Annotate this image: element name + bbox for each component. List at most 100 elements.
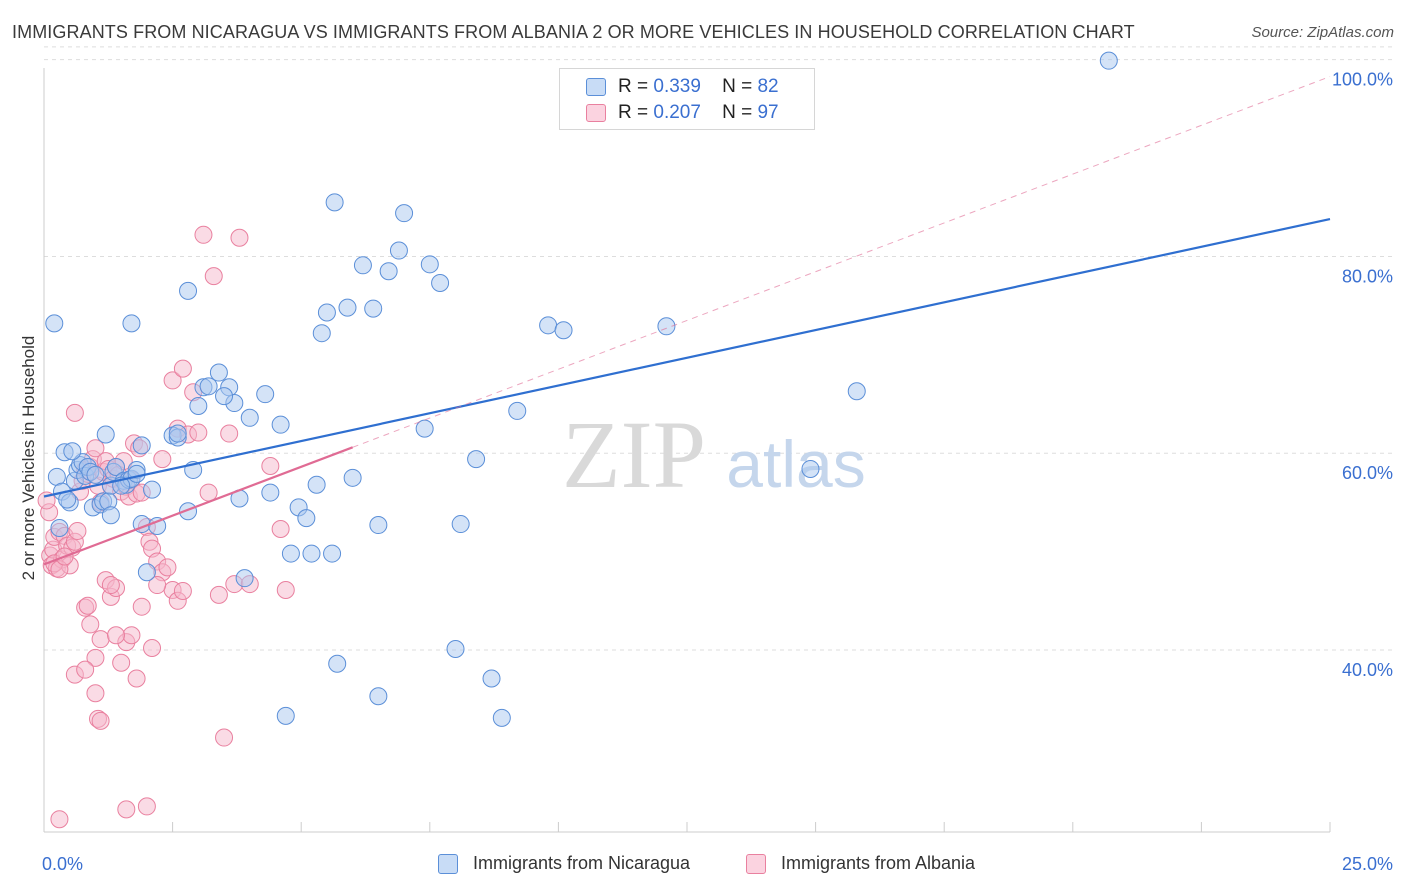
nicaragua-point	[420, 255, 439, 274]
nicaragua-point	[189, 396, 208, 415]
albania-point	[204, 267, 223, 286]
nicaragua-point	[215, 387, 234, 406]
nicaragua-point	[127, 464, 146, 483]
nicaragua-point	[122, 314, 141, 333]
legend-n-label: N =	[722, 102, 753, 123]
albania-point	[163, 371, 182, 390]
nicaragua-point	[364, 299, 383, 318]
nicaragua-point	[369, 687, 388, 706]
albania-point	[137, 797, 156, 816]
albania-point	[127, 669, 146, 688]
albania-point	[276, 580, 295, 599]
axes	[43, 68, 1331, 833]
nicaragua-point	[96, 425, 115, 444]
chart-title: IMMIGRANTS FROM NICARAGUA VS IMMIGRANTS …	[12, 22, 1135, 42]
nicaragua-point	[317, 303, 336, 322]
nicaragua-point	[415, 419, 434, 438]
nicaragua-trend-line	[43, 217, 1331, 498]
legend-label-nicaragua: Immigrants from Nicaragua	[473, 853, 691, 873]
watermark-atlas: atlas	[726, 427, 865, 501]
albania-point	[81, 615, 100, 634]
albania-point	[107, 626, 126, 645]
albania-point	[215, 728, 234, 747]
legend-swatch-pink	[746, 854, 766, 874]
legend-r-value: 0.339	[653, 76, 701, 97]
legend-r-label: R =	[618, 102, 649, 123]
albania-point	[101, 576, 120, 595]
nicaragua-point	[137, 563, 156, 582]
nicaragua-point	[276, 706, 295, 725]
albania-trend-extension	[352, 76, 1331, 448]
nicaragua-point	[297, 509, 316, 528]
nicaragua-point	[235, 569, 254, 588]
legend-r-label: R =	[618, 76, 649, 97]
source-label: Source: ZipAtlas.com	[1251, 24, 1394, 41]
nicaragua-point	[353, 256, 372, 275]
albania-point	[122, 626, 141, 645]
albania-point	[91, 630, 110, 649]
nicaragua-point	[508, 401, 527, 420]
trend-lines	[43, 76, 1331, 566]
albania-point	[78, 596, 97, 615]
albania-point	[148, 576, 167, 595]
nicaragua-point	[143, 480, 162, 499]
albania-point	[194, 225, 213, 244]
x-tick-label: 25.0%	[1342, 854, 1393, 874]
nicaragua-point	[179, 281, 198, 300]
albania-point	[271, 519, 290, 538]
nicaragua-point	[240, 408, 259, 427]
nicaragua-point	[302, 544, 321, 563]
nicaragua-point	[50, 518, 69, 537]
nicaragua-point	[312, 324, 331, 343]
nicaragua-point	[1099, 51, 1118, 70]
albania-point	[86, 439, 105, 458]
albania-point	[117, 800, 136, 819]
legend-n-value: 82	[757, 76, 779, 97]
albania-point	[91, 711, 110, 730]
albania-point	[76, 660, 95, 679]
nicaragua-point	[431, 274, 450, 293]
albania-point	[220, 424, 239, 443]
series-nicaragua-points	[45, 51, 1118, 727]
albania-point	[209, 585, 228, 604]
legend-label-albania: Immigrants from Albania	[781, 853, 976, 873]
nicaragua-point	[379, 262, 398, 281]
legend-swatch-blue	[438, 854, 458, 874]
albania-point	[173, 359, 192, 378]
albania-point	[68, 521, 87, 540]
series-albania-points	[37, 225, 295, 829]
gridlines	[44, 46, 1392, 651]
nicaragua-point	[45, 314, 64, 333]
nicaragua-point	[554, 321, 573, 340]
nicaragua-point	[539, 316, 558, 335]
y-tick-label: 100.0%	[1332, 70, 1393, 90]
nicaragua-point	[395, 204, 414, 223]
albania-point	[65, 403, 84, 422]
nicaragua-point	[168, 424, 187, 443]
albania-point	[112, 653, 131, 672]
nicaragua-point	[482, 669, 501, 688]
nicaragua-point	[307, 475, 326, 494]
nicaragua-point	[657, 317, 676, 336]
watermark-zip: ZIP	[562, 401, 706, 508]
y-axis-label: 2 or more Vehicles in Household	[19, 335, 38, 581]
albania-point	[50, 810, 69, 829]
nicaragua-point	[343, 468, 362, 487]
nicaragua-point	[323, 544, 342, 563]
albania-point	[143, 639, 162, 658]
nicaragua-point	[199, 377, 218, 396]
nicaragua-point	[338, 298, 357, 317]
albania-point	[132, 597, 151, 616]
albania-point	[261, 457, 280, 476]
nicaragua-point	[86, 465, 105, 484]
nicaragua-point	[256, 385, 275, 404]
legend-r-value: 0.207	[653, 102, 701, 123]
nicaragua-point	[369, 516, 388, 535]
nicaragua-point	[132, 436, 151, 455]
y-tick-label: 80.0%	[1342, 266, 1393, 286]
albania-point	[173, 581, 192, 600]
nicaragua-point	[101, 506, 120, 525]
albania-point	[230, 228, 249, 247]
nicaragua-point	[451, 515, 470, 534]
